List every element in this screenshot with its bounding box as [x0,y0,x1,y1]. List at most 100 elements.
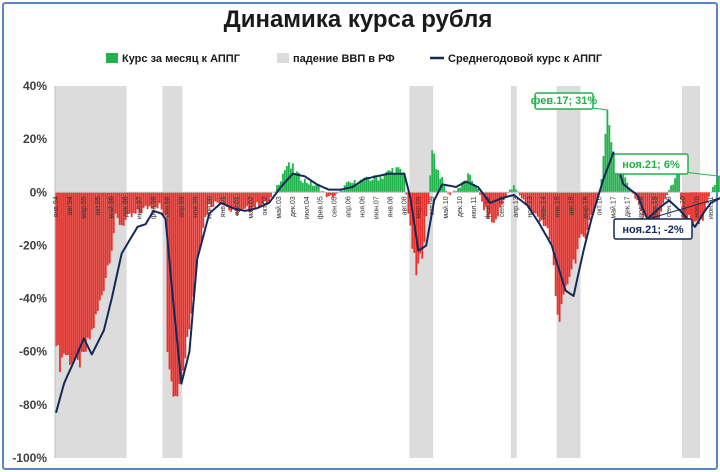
x-tick-label: фев.05 [318,196,325,219]
monthly-bar [309,180,312,193]
monthly-bar [708,192,710,197]
monthly-bar [668,189,670,193]
monthly-bar [383,175,386,193]
axes [54,86,690,458]
monthly-bar [379,176,382,193]
x-tick-label: мар.95 [81,196,88,218]
monthly-bar [238,192,241,212]
x-tick-label: дек.96 [123,196,130,217]
monthly-bar [504,192,507,197]
x-tick-label: ноя.20 [694,196,701,217]
monthly-bar [377,180,380,193]
x-tick-label: янв.01 [220,196,227,217]
monthly-bar [178,192,181,384]
monthly-bar [198,192,201,253]
monthly-bar [262,192,264,205]
x-tick-label: июл.11 [471,196,478,218]
monthly-bar [246,192,248,207]
x-tick-label: дек.17 [624,196,631,217]
monthly-bar [124,192,127,220]
monthly-bar [65,192,67,356]
monthly-bar [634,192,637,199]
monthly-bar [586,192,589,230]
x-tick-label: июн.00 [206,196,213,219]
monthly-bar [71,192,73,364]
monthly-bar [696,192,698,221]
monthly-bar [276,185,278,193]
y-tick-label: -80% [19,398,47,412]
monthly-bar [224,192,227,206]
monthly-bar [355,185,358,193]
monthly-bar [477,188,479,193]
monthly-bar [664,192,667,200]
monthly-bar [700,192,702,220]
monthly-bar [694,192,696,222]
monthly-bar [532,192,535,213]
monthly-bar [134,192,137,214]
monthly-bar [656,192,659,222]
chart-title: Динамика курса рубля [223,6,493,33]
monthly-bar [194,192,197,279]
monthly-bar [461,182,463,193]
monthly-bar [491,192,493,223]
monthly-bar [393,173,396,193]
monthly-bar [371,179,374,193]
monthly-bar [112,192,115,234]
callout-label: ноя.21; -2% [622,224,683,236]
monthly-bar [680,192,682,200]
monthly-bar [82,192,85,352]
x-tick-label: ноя.99 [192,196,199,217]
monthly-bar [608,125,611,193]
monthly-bar [148,192,151,207]
annual-average-line [55,151,720,414]
monthly-bar [590,192,593,215]
monthly-bar [465,180,467,193]
monthly-bar [594,192,597,208]
monthly-bar [232,192,235,210]
monthly-bar [192,192,195,297]
monthly-bar [572,192,575,260]
monthly-bar [57,192,59,345]
monthly-bar [86,192,89,338]
monthly-bar [676,174,678,193]
monthly-bar [182,192,185,371]
monthly-bar [562,192,565,295]
monthly-bar [75,192,77,357]
x-tick-label: сен.12 [499,196,506,217]
x-tick-label: фев.98 [151,196,158,219]
monthly-bar [184,192,187,359]
x-tick-label: июн.14 [541,196,548,219]
monthly-bar [401,172,404,193]
monthly-bar [435,169,438,193]
monthly-bar [423,192,426,242]
y-tick-label: -100% [12,451,47,465]
monthly-bar [313,185,316,193]
monthly-bar [481,192,483,202]
x-tick-label: авг.15 [569,196,576,215]
monthly-bar [168,192,171,370]
monthly-bar [230,192,233,212]
monthly-bar [327,192,330,196]
x-tick-label: фев.19 [652,196,659,219]
monthly-bar [297,172,300,193]
x-tick-label: дек.03 [290,196,297,217]
x-tick-label: окт.95 [95,196,102,215]
monthly-bar [160,192,163,210]
monthly-bar [479,192,481,195]
monthly-bar [558,192,561,322]
monthly-bar [180,192,183,385]
monthly-bar [242,192,245,209]
monthly-bar [88,192,91,340]
y-tick-label: -20% [19,238,47,252]
monthly-bar [256,192,258,203]
callouts: фев.17; 31% ноя.21; 6% ноя.21; -2% [531,92,720,240]
monthly-bar [289,168,292,193]
monthly-bar [132,192,135,214]
monthly-bar [544,192,547,227]
monthly-bar [305,182,308,193]
monthly-bar [186,192,189,337]
monthly-bar [361,180,364,193]
y-tick-label: -60% [19,345,47,359]
monthly-bar [114,192,117,214]
